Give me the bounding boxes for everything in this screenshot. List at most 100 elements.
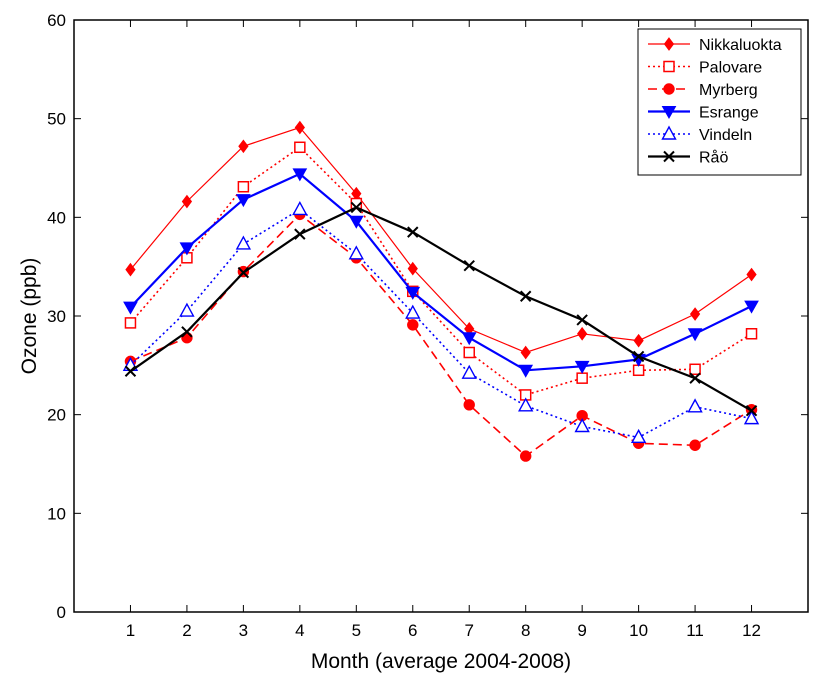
data-point <box>294 228 306 240</box>
data-point <box>350 201 363 214</box>
series-line <box>129 146 752 396</box>
legend-label: Myrberg <box>699 82 758 99</box>
series-line <box>129 208 752 439</box>
y-tick-label: 30 <box>47 307 66 326</box>
data-point <box>348 215 364 229</box>
data-point <box>461 364 477 379</box>
x-tick-label: 10 <box>629 621 648 640</box>
data-point <box>518 364 534 378</box>
data-point <box>574 418 590 433</box>
legend-label: Vindeln <box>699 127 752 144</box>
x-tick-label: 2 <box>182 621 191 640</box>
series-nikkaluokta <box>125 120 757 360</box>
x-tick-label: 7 <box>464 621 473 640</box>
data-point <box>744 300 759 314</box>
data-point <box>125 262 136 277</box>
data-point <box>235 235 252 250</box>
x-tick-label: 6 <box>408 621 417 640</box>
data-point <box>576 314 588 326</box>
data-point <box>743 410 760 425</box>
data-point <box>179 302 195 317</box>
x-axis-label: Month (average 2004-2008) <box>311 650 571 673</box>
series-line <box>129 172 752 372</box>
legend-entry: Esrange <box>648 105 759 122</box>
y-axis-label: Ozone (ppb) <box>18 258 41 375</box>
data-point <box>689 372 701 384</box>
series-line <box>130 126 752 354</box>
legend-entry: Palovare <box>648 60 762 77</box>
data-point <box>577 326 588 341</box>
series-vindeln <box>122 200 760 444</box>
data-point <box>630 428 647 444</box>
data-point <box>407 261 418 276</box>
legend-marker <box>661 106 677 120</box>
legend-label: Palovare <box>699 60 762 77</box>
data-point <box>405 304 421 319</box>
data-point <box>576 372 588 384</box>
legend-marker <box>663 150 675 163</box>
data-point <box>687 398 703 413</box>
legend-label: Råö <box>699 149 728 167</box>
legend-entry: Råö <box>648 149 728 167</box>
data-point <box>407 319 419 331</box>
legend-marker <box>663 83 675 95</box>
legend-marker <box>661 125 677 140</box>
data-point <box>745 405 758 417</box>
series-layer <box>122 120 760 462</box>
data-point <box>405 286 421 300</box>
data-point <box>292 168 308 182</box>
data-point <box>407 226 419 238</box>
data-point <box>518 397 534 412</box>
data-point <box>463 346 475 359</box>
y-tick-label: 50 <box>47 110 66 129</box>
data-point <box>238 139 249 154</box>
x-tick-label: 5 <box>352 621 361 640</box>
data-point <box>237 266 250 279</box>
x-tick-label: 4 <box>295 621 304 640</box>
x-tick-label: 8 <box>521 621 530 640</box>
data-point <box>237 180 250 193</box>
data-point <box>687 328 703 342</box>
data-point <box>236 194 251 208</box>
x-tick-label: 12 <box>742 621 761 640</box>
data-point <box>123 301 138 315</box>
data-point <box>348 245 364 260</box>
series-line <box>129 206 753 412</box>
legend-entry: Nikkaluokta <box>648 37 782 54</box>
y-tick-label: 20 <box>47 406 66 425</box>
data-point <box>632 350 645 363</box>
data-point <box>463 399 475 411</box>
legend-label: Esrange <box>699 105 759 122</box>
data-point <box>294 120 305 135</box>
legend-box <box>637 28 802 176</box>
legend-marker <box>663 60 675 73</box>
x-tick-label: 11 <box>686 621 704 640</box>
legend-entry: Vindeln <box>648 125 752 144</box>
y-tick-label: 10 <box>47 504 66 523</box>
data-point <box>181 326 193 338</box>
data-point <box>124 317 137 329</box>
data-point <box>124 365 137 377</box>
data-point <box>689 307 701 321</box>
data-point <box>461 332 477 346</box>
data-point <box>463 259 475 272</box>
y-tick-label: 0 <box>57 603 66 622</box>
legend-marker <box>663 37 675 51</box>
y-tick-label: 60 <box>47 11 66 30</box>
data-point <box>520 345 531 360</box>
data-point <box>689 363 701 376</box>
series-r- <box>124 201 758 417</box>
data-point <box>746 267 757 282</box>
legend-label: Nikkaluokta <box>699 37 782 54</box>
data-point <box>519 450 532 462</box>
data-point <box>519 290 532 302</box>
data-point <box>689 439 701 451</box>
data-point <box>633 333 644 348</box>
data-point <box>179 242 195 256</box>
data-point <box>292 200 308 216</box>
data-point <box>294 141 306 154</box>
y-tick-label: 40 <box>47 208 66 227</box>
data-point <box>574 360 590 374</box>
x-tick-label: 9 <box>577 621 586 640</box>
